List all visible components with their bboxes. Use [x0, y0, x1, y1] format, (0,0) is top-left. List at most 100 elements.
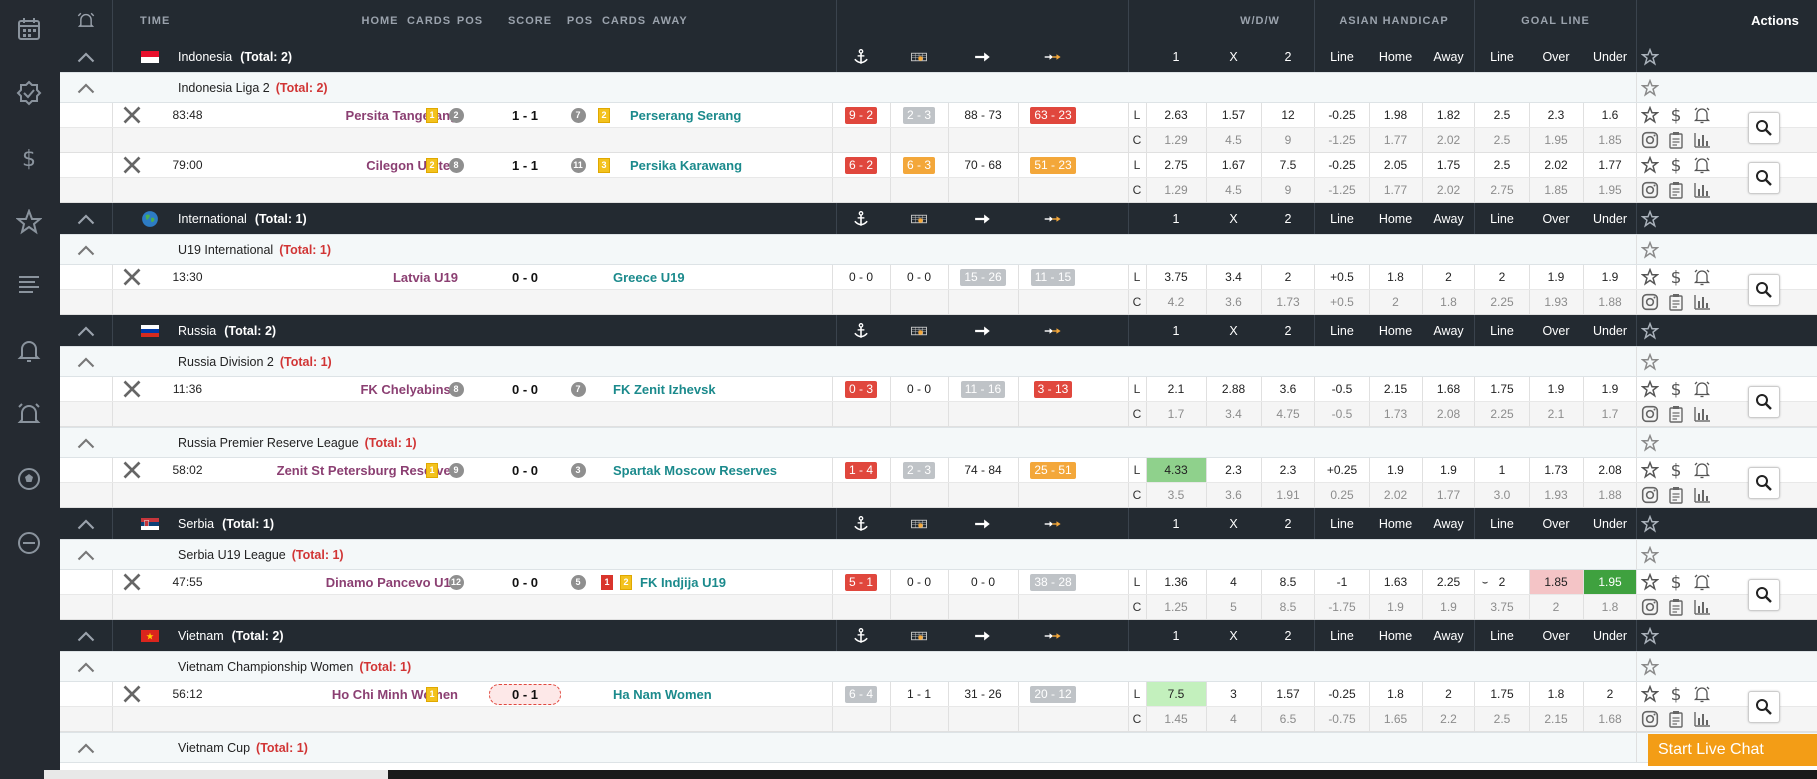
odds-live[interactable]: 7.5	[1279, 158, 1297, 172]
odds-live[interactable]: 1.8	[1387, 687, 1404, 701]
calendar-icon[interactable]	[16, 16, 42, 42]
clipboard-icon[interactable]	[1663, 402, 1689, 426]
search-match-button[interactable]	[1748, 467, 1780, 499]
collapse-chevron-icon[interactable]	[74, 73, 98, 102]
match-row[interactable]: 47:55 Dinamo Pancevo U19 12 0 - 0 5 1 2 FK Indj…	[60, 570, 1817, 595]
stats-chart-icon[interactable]	[1689, 128, 1715, 152]
odds-live[interactable]: 1	[1498, 463, 1506, 477]
odds-live[interactable]: -0.25	[1328, 158, 1356, 172]
favorite-star-icon[interactable]	[1637, 682, 1663, 706]
away-team[interactable]: FK Indjija U19	[640, 574, 726, 590]
odds-live[interactable]: 1.9	[1387, 463, 1404, 477]
odds-live[interactable]: 2.25	[1436, 575, 1461, 589]
home-team[interactable]: FK Chelyabinsk	[360, 381, 458, 397]
collapse-chevron-icon[interactable]	[74, 508, 98, 539]
odds-live[interactable]: -0.25	[1328, 687, 1356, 701]
collapse-chevron-icon[interactable]	[74, 620, 98, 651]
odds-live[interactable]: 4.33	[1146, 458, 1206, 482]
stats-chart-icon[interactable]	[1689, 707, 1715, 731]
country-row-russia[interactable]: Russia (Total: 2) 1 X 2 Line Home Away Line Over U…	[60, 315, 1817, 346]
match-row[interactable]: 11:36 FK Chelyabinsk 8 0 - 0 7 FK Zenit Izhev…	[60, 377, 1817, 402]
odds-live[interactable]: 1.75	[1436, 158, 1461, 172]
search-match-button[interactable]	[1748, 162, 1780, 194]
odds-live[interactable]: 12	[1281, 108, 1295, 122]
remove-match-icon[interactable]	[112, 682, 152, 706]
instagram-icon[interactable]	[1637, 707, 1663, 731]
odds-live[interactable]: 2.1	[1167, 382, 1185, 396]
favorite-star-icon[interactable]	[1637, 103, 1663, 127]
match-row[interactable]: 56:12 Ho Chi Minh Women 1 0 - 1 Ha Nam Women…	[60, 682, 1817, 707]
odds-live[interactable]: -0.5	[1331, 382, 1353, 396]
odds-live[interactable]: 1.8	[1387, 270, 1404, 284]
alert-bell-icon[interactable]	[1689, 377, 1715, 401]
search-match-button[interactable]	[1748, 112, 1780, 144]
favorite-star-icon[interactable]	[1637, 265, 1663, 289]
odds-live[interactable]: 2.5	[1493, 108, 1511, 122]
favorite-star-icon[interactable]	[1637, 458, 1663, 482]
odds-live[interactable]: 2.3	[1225, 463, 1242, 477]
odds-live[interactable]: 1.73	[1544, 463, 1568, 477]
remove-match-icon[interactable]	[112, 103, 152, 127]
country-row-indonesia[interactable]: Indonesia (Total: 2) 1 X 2 Line Home Away Line Ov…	[60, 41, 1817, 72]
odds-live[interactable]: 1.9	[1547, 270, 1565, 284]
search-match-button[interactable]	[1748, 386, 1780, 418]
match-row[interactable]: 79:00 Cilegon United 2 8 1 - 1 11 3 Persika Kar…	[60, 153, 1817, 178]
remove-match-icon[interactable]	[112, 265, 152, 289]
collapse-chevron-icon[interactable]	[74, 652, 98, 681]
odds-live[interactable]: 4	[1230, 575, 1237, 589]
collapse-chevron-icon[interactable]	[74, 235, 98, 264]
away-team[interactable]: Perserang Serang	[630, 107, 742, 123]
ticket-icon[interactable]	[16, 530, 42, 556]
odds-live[interactable]: 2.02	[1544, 158, 1568, 172]
odds-live[interactable]: 2.15	[1383, 382, 1408, 396]
bell-icon[interactable]	[16, 337, 42, 363]
odds-live[interactable]: 3.75	[1164, 270, 1188, 284]
search-match-button[interactable]	[1748, 274, 1780, 306]
clipboard-icon[interactable]	[1663, 595, 1689, 619]
odds-live[interactable]: 1.85	[1529, 570, 1583, 594]
competition-row[interactable]: U19 International (Total: 1)	[60, 234, 1817, 265]
competition-row[interactable]: Vietnam Cup (Total: 1)	[60, 732, 1817, 763]
collapse-chevron-icon[interactable]	[74, 203, 98, 234]
favorite-star-icon[interactable]	[1637, 153, 1663, 177]
odds-live[interactable]: 1.82	[1436, 108, 1461, 122]
odds-live[interactable]: 1.98	[1383, 108, 1408, 122]
remove-match-icon[interactable]	[112, 458, 152, 482]
odds-live[interactable]: 3.4	[1225, 270, 1242, 284]
odds-live[interactable]: 1.75	[1490, 382, 1514, 396]
away-team[interactable]: FK Zenit Izhevsk	[613, 381, 716, 397]
odds-live[interactable]: 1.8	[1547, 687, 1565, 701]
odds-live[interactable]: 2	[1498, 270, 1506, 284]
home-team[interactable]: Latvia U19	[392, 269, 458, 285]
favorite-star-icon[interactable]	[1637, 508, 1663, 539]
alert-bell-icon[interactable]	[1689, 153, 1715, 177]
collapse-chevron-icon[interactable]	[74, 41, 98, 72]
alert-bell-icon[interactable]	[1689, 682, 1715, 706]
home-team[interactable]: Cilegon United	[366, 157, 458, 173]
odds-live[interactable]: 2.05	[1383, 158, 1408, 172]
clipboard-icon[interactable]	[1663, 178, 1689, 202]
soccer-ball-icon[interactable]	[16, 466, 42, 492]
odds-live[interactable]: 2	[1445, 687, 1452, 701]
bet-dollar-icon[interactable]: $	[1663, 377, 1689, 401]
match-row[interactable]: 13:30 Latvia U19 0 - 0 Greece U19 0 - 0 0 - 0…	[60, 265, 1817, 290]
bet-dollar-icon[interactable]: $	[1663, 265, 1689, 289]
instagram-icon[interactable]	[1637, 483, 1663, 507]
odds-live[interactable]: 1.67	[1221, 158, 1246, 172]
remove-match-icon[interactable]	[112, 377, 152, 401]
star-icon[interactable]	[16, 209, 42, 235]
odds-live[interactable]: 1.36	[1164, 575, 1188, 589]
away-team[interactable]: Persika Karawang	[630, 157, 743, 173]
stats-chart-icon[interactable]	[1689, 595, 1715, 619]
alert-bell-icon[interactable]	[1689, 570, 1715, 594]
clipboard-icon[interactable]	[1663, 128, 1689, 152]
collapse-chevron-icon[interactable]	[74, 428, 98, 457]
live-chat-button[interactable]: Start Live Chat	[1648, 734, 1817, 766]
odds-live[interactable]: 3.6	[1279, 382, 1297, 396]
bet-dollar-icon[interactable]: $	[1663, 103, 1689, 127]
stats-chart-icon[interactable]	[1689, 290, 1715, 314]
odds-live[interactable]: 7.5	[1146, 682, 1206, 706]
odds-live[interactable]: 2.08	[1598, 463, 1622, 477]
favorite-star-icon[interactable]	[1637, 428, 1663, 457]
odds-live[interactable]: 1.63	[1383, 575, 1408, 589]
